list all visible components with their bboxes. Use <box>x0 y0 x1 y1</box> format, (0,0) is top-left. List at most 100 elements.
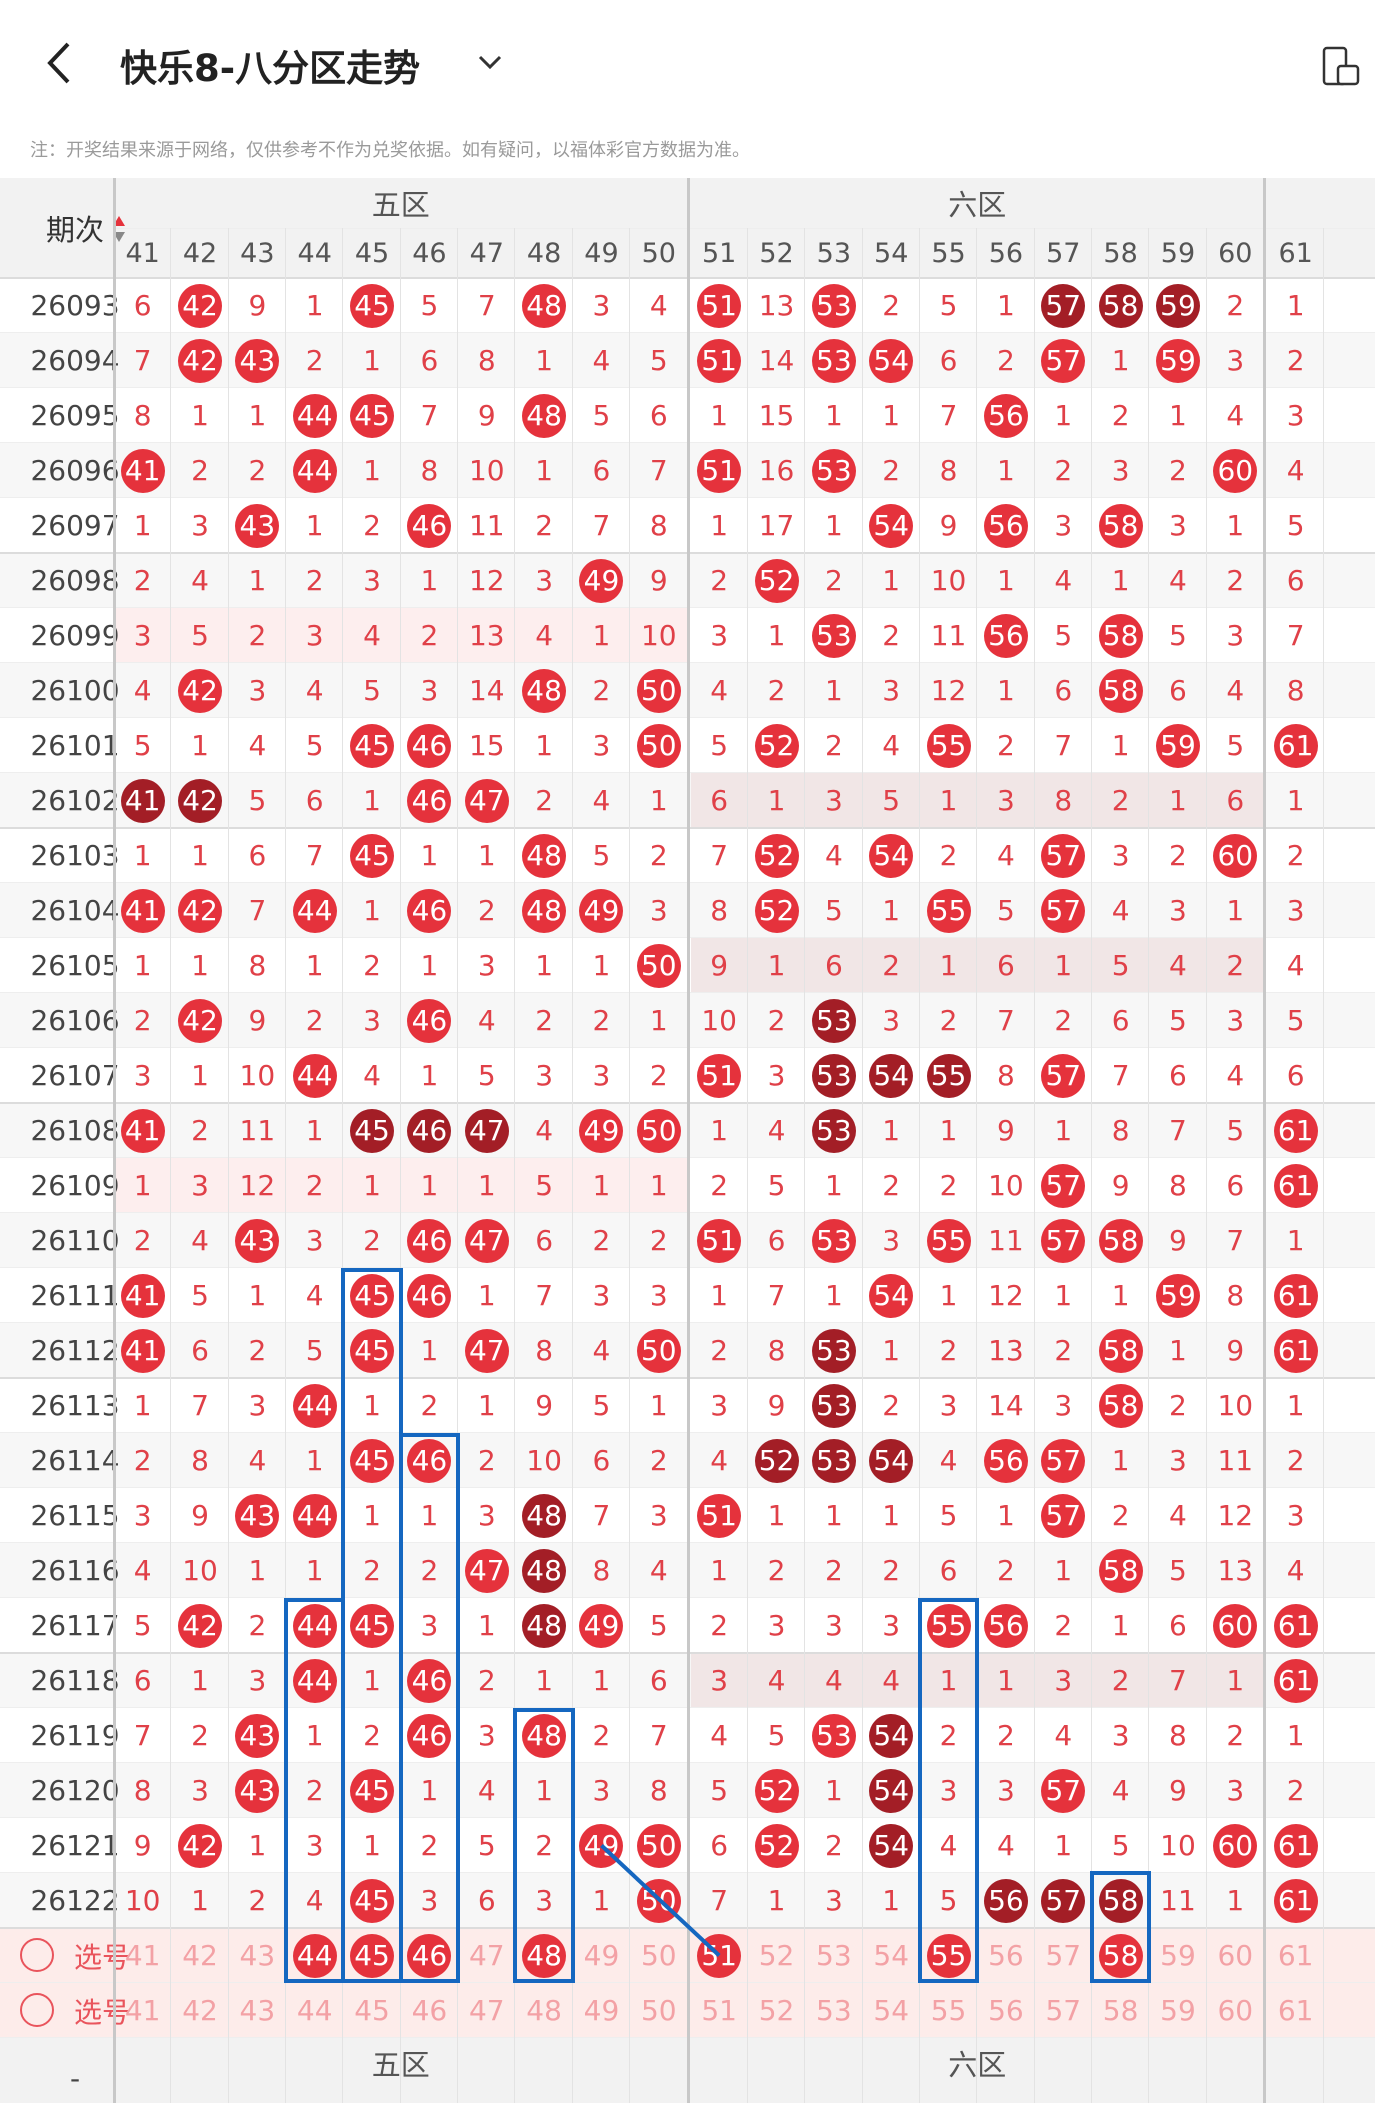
column-header: 47 <box>469 237 504 269</box>
drawn-number-ball: 46 <box>407 1218 452 1263</box>
select-number[interactable]: 59 <box>1160 1939 1196 1972</box>
miss-count: 1 <box>248 399 267 432</box>
miss-count: 4 <box>305 1884 324 1917</box>
select-number[interactable]: 54 <box>873 1939 910 1972</box>
device-switch-icon[interactable] <box>1318 44 1362 88</box>
miss-count: 6 <box>535 1224 554 1257</box>
select-number[interactable]: 61 <box>1277 1994 1314 2027</box>
drawn-number-dark-ball: 47 <box>464 1108 509 1153</box>
select-number[interactable]: 47 <box>468 1994 505 2027</box>
issue-number: 26119 <box>30 1719 120 1752</box>
select-radio[interactable] <box>20 1993 54 2027</box>
miss-count: 6 <box>477 1884 496 1917</box>
selected-number-ball[interactable]: 48 <box>522 1933 567 1978</box>
miss-count: 2 <box>1169 839 1187 872</box>
miss-count: 3 <box>824 1609 843 1642</box>
drawn-number-ball: 58 <box>1098 1548 1143 1593</box>
select-number[interactable]: 56 <box>988 1994 1024 2027</box>
miss-count: 4 <box>363 1059 381 1092</box>
select-label[interactable]: 选号 <box>73 1995 130 2029</box>
miss-count: 1 <box>305 289 324 322</box>
miss-count: 4 <box>477 1004 496 1037</box>
miss-count: 3 <box>477 949 496 982</box>
miss-count: 9 <box>191 1499 209 1532</box>
select-number[interactable]: 51 <box>701 1994 737 2027</box>
drawn-number-ball: 43 <box>235 1713 280 1758</box>
select-number[interactable]: 59 <box>1160 1994 1196 2027</box>
miss-count: 7 <box>767 1279 786 1312</box>
select-number[interactable]: 60 <box>1217 1939 1254 1972</box>
miss-count: 1 <box>191 949 209 982</box>
miss-count: 5 <box>710 729 729 762</box>
miss-count: 4 <box>767 1114 786 1147</box>
miss-count: 7 <box>710 1884 729 1917</box>
drawn-number-ball: 61 <box>1273 1273 1318 1318</box>
select-number[interactable]: 43 <box>239 1939 276 1972</box>
selected-number-ball[interactable]: 55 <box>926 1933 971 1978</box>
chevron-down-icon[interactable] <box>475 50 505 74</box>
select-number[interactable]: 49 <box>583 1994 620 2027</box>
issue-header[interactable]: 期次 <box>45 213 104 247</box>
column-divider <box>976 228 978 2103</box>
select-number[interactable]: 54 <box>873 1994 910 2027</box>
drawn-number-ball: 57 <box>1041 1218 1086 1263</box>
select-number[interactable]: 44 <box>296 1994 333 2027</box>
select-label[interactable]: 选号 <box>73 1940 130 1974</box>
select-number[interactable]: 50 <box>640 1994 677 2027</box>
select-number[interactable]: 53 <box>816 1994 852 2027</box>
issue-number: 26095 <box>30 399 120 432</box>
miss-count: 1 <box>535 344 554 377</box>
drawn-number-ball: 57 <box>1041 1438 1086 1483</box>
column-header: 56 <box>988 237 1024 269</box>
miss-count: 3 <box>191 1169 209 1202</box>
select-number[interactable]: 61 <box>1277 1939 1314 1972</box>
select-number[interactable]: 56 <box>988 1939 1024 1972</box>
miss-count: 2 <box>133 564 152 597</box>
miss-count: 3 <box>535 564 554 597</box>
miss-count: 6 <box>1286 564 1305 597</box>
miss-count: 7 <box>710 839 729 872</box>
selected-number-ball[interactable]: 51 <box>697 1933 742 1978</box>
select-number[interactable]: 41 <box>124 1994 161 2027</box>
drawn-number-ball: 56 <box>983 1603 1028 1648</box>
drawn-number-ball: 46 <box>407 998 452 1043</box>
miss-count: 1 <box>248 1279 267 1312</box>
select-number[interactable]: 43 <box>239 1994 276 2027</box>
select-number[interactable]: 57 <box>1045 1939 1082 1972</box>
column-divider <box>746 228 748 2103</box>
miss-count: 8 <box>997 1059 1015 1092</box>
selected-number-ball[interactable]: 46 <box>407 1933 452 1978</box>
selected-number-ball[interactable]: 45 <box>350 1933 395 1978</box>
miss-count: 2 <box>248 1609 267 1642</box>
select-number[interactable]: 49 <box>583 1939 620 1972</box>
miss-count: 1 <box>1054 949 1073 982</box>
select-radio[interactable] <box>20 1938 54 1972</box>
select-number[interactable]: 41 <box>124 1939 161 1972</box>
select-number[interactable]: 60 <box>1217 1994 1254 2027</box>
miss-count: 7 <box>477 289 496 322</box>
select-number[interactable]: 46 <box>411 1994 448 2027</box>
select-number[interactable]: 48 <box>526 1994 562 2027</box>
column-divider <box>514 228 516 2103</box>
select-number[interactable]: 52 <box>758 1939 795 1972</box>
select-number[interactable]: 58 <box>1102 1994 1139 2027</box>
select-number[interactable]: 52 <box>758 1994 795 2027</box>
select-number[interactable]: 50 <box>640 1939 677 1972</box>
miss-count: 1 <box>191 1664 209 1697</box>
sort-icon[interactable] <box>112 214 126 244</box>
selected-number-ball[interactable]: 44 <box>292 1933 337 1978</box>
select-number[interactable]: 55 <box>930 1994 967 2027</box>
page-title[interactable]: 快乐8-八分区走势 <box>120 47 421 90</box>
back-arrow-icon[interactable] <box>40 40 80 86</box>
selected-number-ball[interactable]: 58 <box>1098 1933 1143 1978</box>
miss-count: 2 <box>363 1719 381 1752</box>
select-number[interactable]: 42 <box>182 1994 218 2027</box>
zone-label: 五区 <box>371 2048 430 2082</box>
drawn-number-dark-ball: 56 <box>983 1878 1028 1923</box>
select-number[interactable]: 53 <box>816 1939 852 1972</box>
select-number[interactable]: 45 <box>354 1994 390 2027</box>
select-number[interactable]: 57 <box>1045 1994 1082 2027</box>
miss-count: 4 <box>1226 1059 1245 1092</box>
select-number[interactable]: 47 <box>468 1939 505 1972</box>
select-number[interactable]: 42 <box>182 1939 218 1972</box>
